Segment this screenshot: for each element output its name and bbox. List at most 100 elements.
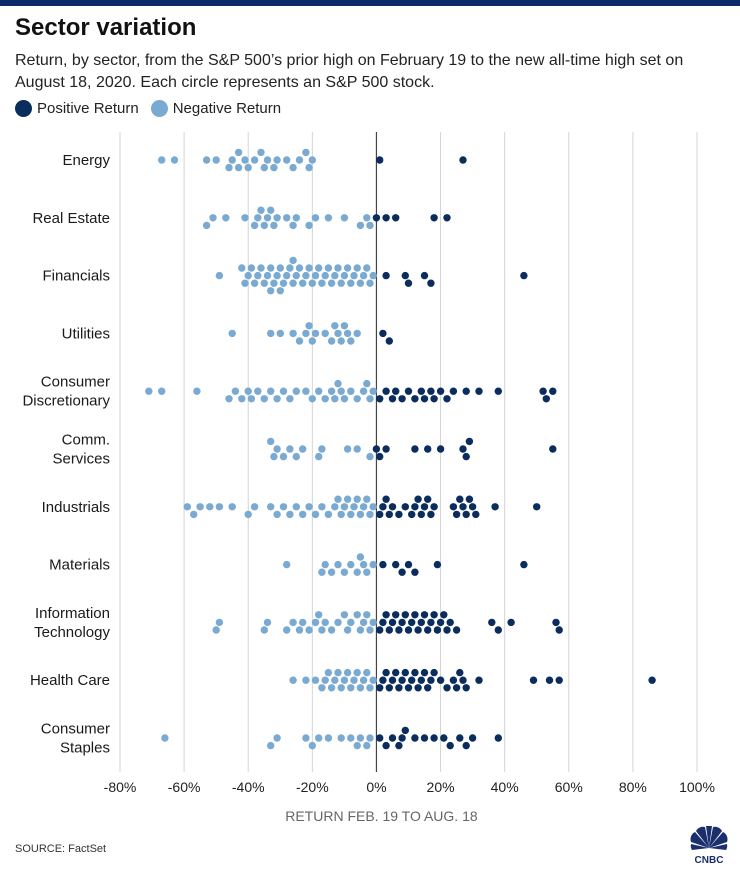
category-label: Utilities (62, 325, 110, 342)
negative-stock-dot (350, 271, 358, 280)
negative-stock-dot (260, 221, 268, 230)
negative-stock-dot (234, 148, 243, 157)
negative-stock-dot (202, 221, 211, 230)
cnbc-peacock-logo-icon: CNBC (690, 826, 728, 866)
positive-stock-dot (424, 445, 432, 453)
negative-stock-dot (337, 684, 345, 692)
negative-stock-dot (327, 626, 336, 634)
negative-stock-dot (343, 668, 352, 677)
negative-stock-dot (353, 741, 361, 750)
positive-stock-dot (392, 668, 400, 677)
negative-stock-dot (228, 329, 236, 338)
negative-stock-dot (311, 618, 320, 627)
negative-stock-dot (324, 734, 333, 742)
negative-stock-dot (257, 206, 265, 214)
negative-stock-dot (222, 214, 230, 222)
legend-item-negative: Negative Return (150, 99, 281, 117)
positive-stock-dot (379, 676, 387, 684)
negative-stock-dot (334, 668, 342, 677)
negative-stock-dot (263, 156, 272, 164)
negative-stock-dot (267, 264, 275, 272)
positive-stock-dot (404, 684, 413, 692)
negative-stock-dot (321, 329, 329, 338)
positive-stock-dot (507, 618, 515, 627)
positive-stock-dot (459, 445, 467, 453)
positive-stock-dot (456, 668, 464, 677)
negative-stock-dot (340, 271, 349, 280)
positive-stock-dot (462, 741, 470, 750)
negative-stock-dot (158, 387, 166, 395)
negative-stock-dot (279, 279, 288, 287)
positive-stock-dot (443, 684, 451, 692)
negative-stock-dot (244, 510, 252, 519)
negative-stock-dot (331, 271, 339, 280)
negative-stock-dot (353, 568, 361, 576)
negative-stock-dot (363, 568, 371, 576)
negative-stock-dot (321, 271, 329, 280)
negative-stock-dot (350, 503, 358, 511)
negative-stock-dot (270, 221, 278, 230)
negative-stock-dot (363, 264, 371, 272)
negative-stock-dot (302, 676, 310, 684)
positive-stock-dot (411, 611, 419, 619)
negative-stock-dot (273, 734, 281, 742)
positive-stock-dot (452, 510, 461, 519)
positive-stock-dot (446, 618, 454, 627)
negative-stock-dot (283, 626, 291, 634)
negative-stock-dot (331, 395, 339, 403)
negative-stock-dot (238, 395, 246, 403)
negative-stock-dot (254, 387, 262, 395)
negative-stock-dot (279, 503, 288, 511)
negative-stock-dot (350, 676, 358, 684)
positive-stock-dot (433, 560, 442, 569)
negative-stock-dot (308, 337, 316, 345)
negative-stock-dot (318, 503, 326, 511)
positive-stock-dot (443, 214, 451, 222)
negative-stock-dot (308, 395, 316, 403)
negative-stock-dot (234, 163, 243, 172)
negative-stock-dot (270, 279, 278, 287)
positive-stock-dot (555, 676, 563, 684)
negative-stock-dot (289, 329, 297, 338)
positive-stock-dot (462, 510, 470, 519)
negative-stock-dot (353, 611, 361, 619)
negative-stock-dot (308, 156, 316, 164)
positive-stock-dot (420, 611, 429, 619)
positive-stock-dot (449, 503, 458, 511)
negative-stock-dot (363, 214, 371, 222)
negative-stock-dot (286, 445, 294, 453)
positive-stock-dot (459, 156, 467, 164)
positive-stock-dot (385, 510, 393, 519)
positive-swatch-icon (15, 99, 32, 117)
negative-stock-dot (270, 163, 278, 172)
category-label: Health Care (30, 672, 110, 689)
negative-stock-dot (353, 329, 361, 338)
legend-item-positive: Positive Return (15, 99, 139, 117)
negative-stock-dot (359, 503, 368, 511)
negative-stock-dot (369, 560, 377, 569)
negative-stock-dot (327, 279, 336, 287)
x-tick-label: -80% (104, 779, 137, 795)
category-label: Consumer (41, 374, 110, 391)
negative-stock-dot (311, 676, 320, 684)
positive-stock-dot (408, 618, 416, 627)
negative-stock-dot (305, 503, 313, 511)
negative-stock-dot (254, 214, 262, 222)
positive-stock-dot (379, 618, 387, 627)
positive-stock-dot (443, 626, 451, 634)
positive-stock-dot (449, 387, 458, 395)
positive-stock-dot (440, 734, 448, 742)
positive-stock-dot (398, 395, 406, 403)
positive-stock-dot (388, 734, 397, 742)
positive-stock-dot (436, 618, 445, 627)
negative-stock-dot (311, 510, 320, 519)
positive-stock-dot (539, 387, 547, 395)
positive-stock-dot (385, 684, 393, 692)
negative-stock-dot (334, 495, 342, 503)
positive-stock-dot (392, 560, 400, 569)
negative-stock-dot (363, 379, 371, 388)
negative-stock-dot (267, 437, 275, 446)
positive-stock-dot (436, 445, 445, 453)
negative-stock-dot (337, 510, 345, 519)
positive-stock-dot (465, 437, 474, 446)
